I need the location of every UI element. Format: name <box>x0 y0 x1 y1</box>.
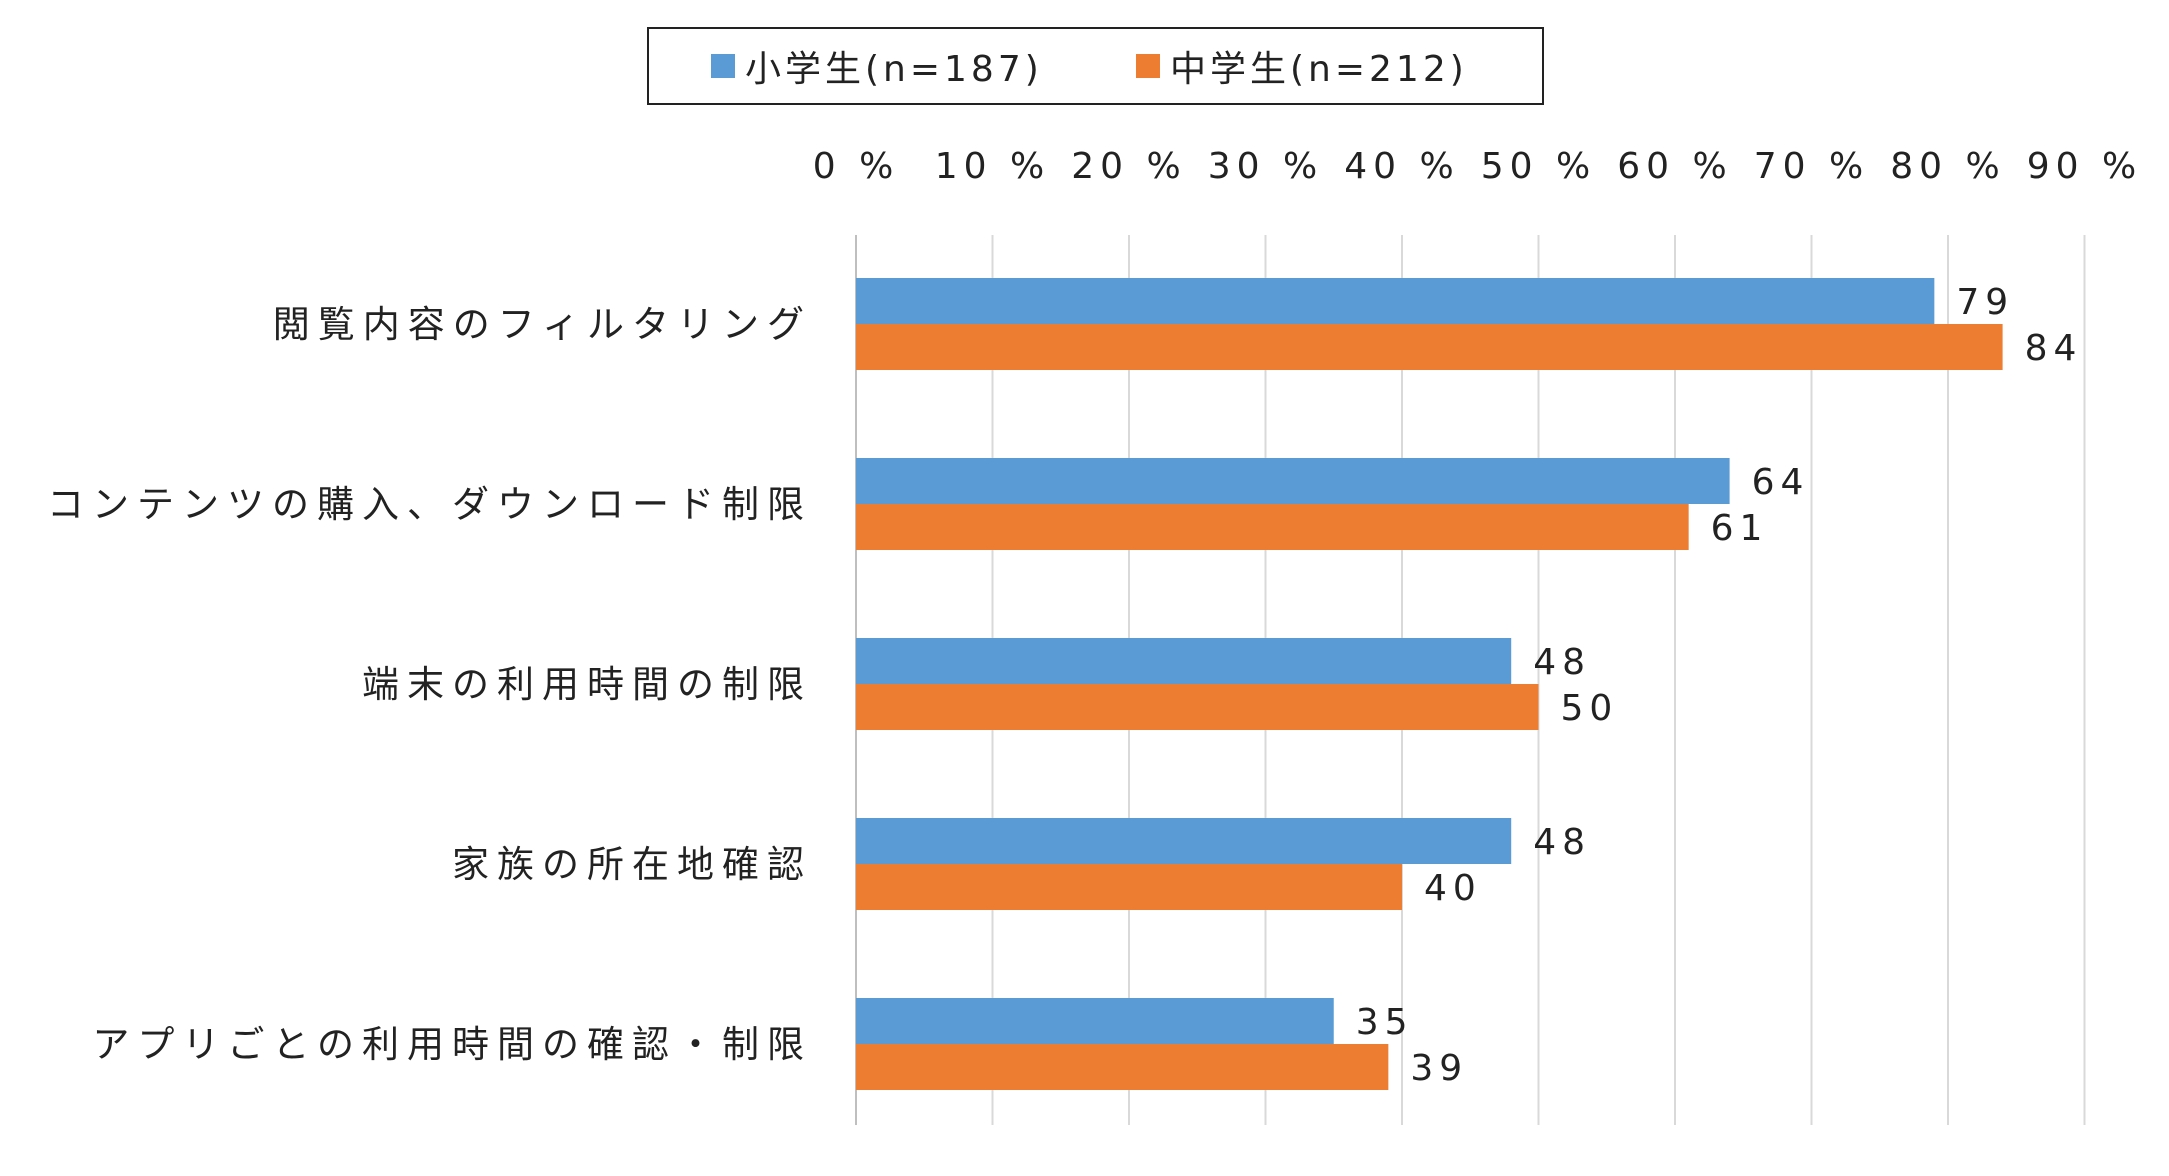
data-label: 50 <box>1561 688 1619 729</box>
bar-junior-high <box>856 504 1689 550</box>
gridlines <box>855 235 2086 1125</box>
bar-elementary <box>856 458 1730 504</box>
data-label: 79 <box>1956 282 2014 323</box>
bar-elementary <box>856 818 1512 864</box>
category-label: 端末の利用時間の制限 <box>362 663 812 706</box>
bar-elementary <box>856 638 1512 684</box>
bar-elementary <box>856 278 1935 324</box>
category-label: 閲覧内容のフィルタリング <box>273 303 812 346</box>
category-labels: 閲覧内容のフィルタリングコンテンツの購入、ダウンロード制限端末の利用時間の制限家… <box>47 303 812 1066</box>
category-label: 家族の所在地確認 <box>452 843 812 886</box>
data-label: 39 <box>1410 1048 1468 1089</box>
data-label: 64 <box>1752 462 1810 503</box>
legend-swatch-junior-high <box>1136 54 1160 78</box>
legend-item-junior-high: 中学生(n=212) <box>1136 29 1468 103</box>
x-tick-label: 70 % <box>1754 146 1869 187</box>
x-tick-label: 0 % <box>813 146 900 187</box>
x-tick-label: 50 % <box>1481 146 1596 187</box>
data-label: 35 <box>1356 1002 1414 1043</box>
bar-elementary <box>856 998 1334 1044</box>
legend: 小学生(n=187) 中学生(n=212) <box>647 27 1544 105</box>
x-tick-label: 60 % <box>1617 146 1732 187</box>
bar-junior-high <box>856 684 1539 730</box>
legend-label-junior-high: 中学生(n=212) <box>1170 49 1468 90</box>
bar-junior-high <box>856 864 1402 910</box>
category-label: コンテンツの購入、ダウンロード制限 <box>47 483 812 526</box>
data-label: 61 <box>1711 508 1769 549</box>
bar-junior-high <box>856 1044 1389 1090</box>
bars <box>856 278 2003 1090</box>
legend-swatch-elementary <box>711 54 735 78</box>
data-label: 48 <box>1533 822 1591 863</box>
data-labels: 79 84 64 61 48 50 48 40 35 39 <box>1356 282 2083 1089</box>
data-label: 84 <box>2025 328 2083 369</box>
x-axis-ticks: 0 % 10 % 20 % 30 % 40 % 50 % 60 % 70 % 80 % 90 % <box>813 146 2142 187</box>
data-label: 48 <box>1533 642 1591 683</box>
category-label: アプリごとの利用時間の確認・制限 <box>92 1023 812 1066</box>
legend-label-elementary: 小学生(n=187) <box>745 49 1043 90</box>
data-label: 40 <box>1424 868 1482 909</box>
bar-junior-high <box>856 324 2003 370</box>
x-tick-label: 90 % <box>2027 146 2142 187</box>
x-tick-label: 30 % <box>1208 146 1323 187</box>
x-tick-label: 10 % <box>935 146 1050 187</box>
x-tick-label: 20 % <box>1071 146 1186 187</box>
x-tick-label: 80 % <box>1890 146 2005 187</box>
x-tick-label: 40 % <box>1344 146 1459 187</box>
legend-item-elementary: 小学生(n=187) <box>711 29 1043 103</box>
